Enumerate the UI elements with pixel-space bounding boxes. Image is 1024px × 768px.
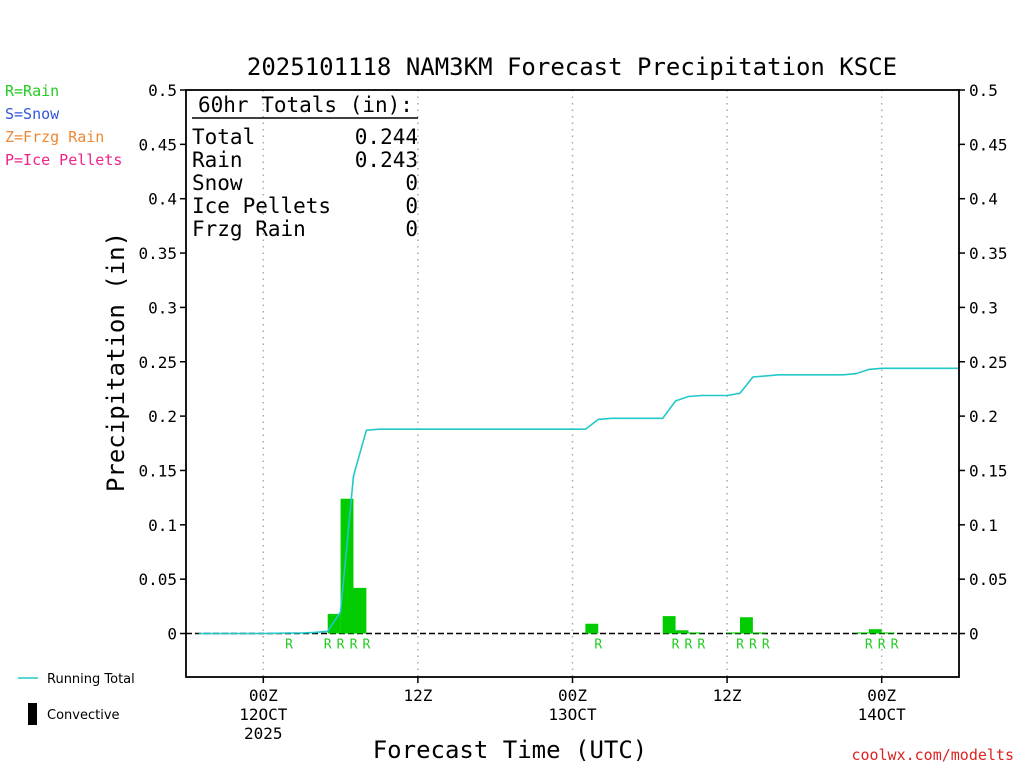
- y-tick-label-left: 0: [167, 625, 177, 644]
- precip-type-marker: R: [697, 638, 705, 653]
- totals-row-label: Frzg Rain: [192, 217, 306, 241]
- precip-type-marker: R: [594, 638, 602, 653]
- precip-type-marker: R: [749, 638, 757, 653]
- y-tick-label-right: 0.3: [969, 298, 998, 317]
- totals-row-value: 0.243: [355, 148, 418, 172]
- y-tick-label-left: 0.25: [138, 353, 177, 372]
- y-tick-label-left: 0.05: [138, 570, 177, 589]
- precip-type-marker: R: [324, 638, 332, 653]
- y-tick-label-right: 0.35: [969, 244, 1008, 263]
- x-tick-label: 00Z: [867, 686, 896, 705]
- type-legend-item: Z=Frzg Rain: [5, 128, 104, 146]
- totals-heading: 60hr Totals (in):: [198, 93, 413, 117]
- legend-label: Convective: [47, 708, 120, 723]
- x-tick-date-label: 12OCT: [239, 705, 288, 724]
- precip-type-marker: R: [350, 638, 358, 653]
- precip-bar: [868, 629, 882, 634]
- y-axis-label: Precipitation (in): [102, 232, 130, 492]
- precip-bar: [727, 632, 740, 634]
- y-tick-label-left: 0.45: [138, 135, 177, 154]
- precip-bar: [739, 617, 753, 634]
- totals-row-value: 0: [405, 171, 418, 195]
- precip-bar: [855, 632, 869, 634]
- legend-label: Running Total: [47, 672, 135, 687]
- y-tick-label-right: 0.45: [969, 135, 1008, 154]
- y-tick-label-right: 0.25: [969, 353, 1008, 372]
- precip-type-marker: R: [285, 638, 293, 653]
- y-tick-label-right: 0.4: [969, 190, 998, 209]
- totals-row-label: Rain: [192, 148, 243, 172]
- y-tick-label-right: 0.2: [969, 407, 998, 426]
- y-tick-label-right: 0.5: [969, 81, 998, 100]
- watermark: coolwx.com/modelts: [851, 746, 1014, 764]
- x-tick-label: 00Z: [558, 686, 587, 705]
- totals-row-label: Ice Pellets: [192, 194, 331, 218]
- precip-type-marker: R: [891, 638, 899, 653]
- y-tick-label-left: 0.3: [148, 298, 177, 317]
- precip-bar: [688, 632, 702, 634]
- totals-row-value: 0.244: [355, 125, 418, 149]
- x-tick-year-label: 2025: [244, 724, 283, 743]
- precip-type-marker: R: [672, 638, 680, 653]
- type-legend-item: S=Snow: [5, 105, 60, 123]
- y-tick-label-left: 0.2: [148, 407, 177, 426]
- running-total-line: [198, 367, 959, 635]
- y-tick-label-right: 0: [969, 625, 979, 644]
- y-tick-label-left: 0.5: [148, 81, 177, 100]
- totals-row-label: Total: [192, 125, 255, 149]
- totals-row-value: 0: [405, 194, 418, 218]
- precip-bar: [585, 623, 599, 634]
- type-legend-item: R=Rain: [5, 82, 59, 100]
- y-tick-label-left: 0.35: [138, 244, 177, 263]
- precip-type-marker: R: [736, 638, 744, 653]
- y-tick-label-right: 0.1: [969, 516, 998, 535]
- y-tick-label-left: 0.15: [138, 461, 177, 480]
- x-tick-label: 12Z: [713, 686, 742, 705]
- x-tick-label: 12Z: [403, 686, 432, 705]
- precip-type-marker: R: [762, 638, 770, 653]
- x-axis-label: Forecast Time (UTC): [373, 736, 648, 764]
- precip-type-marker: R: [878, 638, 886, 653]
- precip-bar: [675, 630, 689, 634]
- precip-bar: [353, 587, 367, 634]
- plot-frame: [185, 89, 960, 678]
- x-tick-date-label: 13OCT: [548, 705, 597, 724]
- precip-bar: [752, 632, 766, 634]
- x-tick-date-label: 14OCT: [858, 705, 907, 724]
- totals-row-value: 0: [405, 217, 418, 241]
- chart-title: 2025101118 NAM3KM Forecast Precipitation…: [247, 53, 897, 81]
- legend-convective-swatch: [28, 703, 37, 725]
- y-tick-label-left: 0.4: [148, 190, 177, 209]
- y-tick-label-right: 0.05: [969, 570, 1008, 589]
- y-tick-label-left: 0.1: [148, 516, 177, 535]
- precip-bar: [662, 616, 676, 634]
- totals-row-label: Snow: [192, 171, 243, 195]
- precip-bar: [327, 613, 341, 634]
- y-tick-label-right: 0.15: [969, 461, 1008, 480]
- precip-type-marker: R: [337, 638, 345, 653]
- precip-type-marker: R: [865, 638, 873, 653]
- precip-type-marker: R: [685, 638, 693, 653]
- precip-bar: [881, 632, 895, 634]
- precip-type-marker: R: [362, 638, 370, 653]
- precip-bar: [340, 498, 354, 634]
- x-tick-label: 00Z: [249, 686, 278, 705]
- type-legend-item: P=Ice Pellets: [5, 151, 122, 169]
